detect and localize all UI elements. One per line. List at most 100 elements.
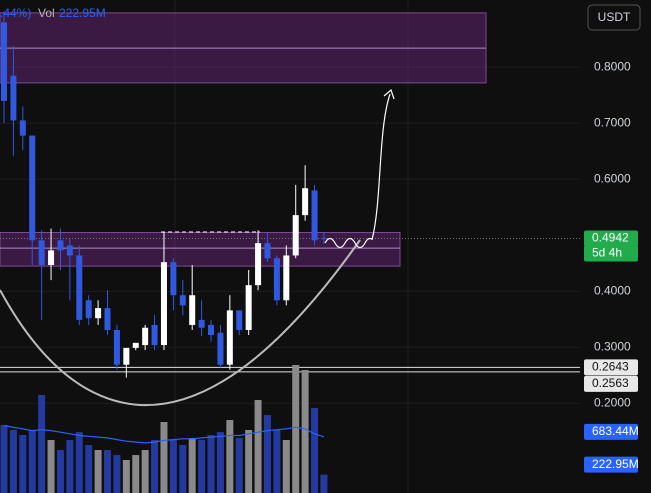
candle-body: [292, 215, 299, 256]
level-label-box: [584, 359, 638, 376]
volume-bar: [301, 369, 309, 493]
level-label-box: [584, 375, 638, 392]
candle-body: [320, 238, 327, 240]
candle-body: [189, 295, 196, 325]
y-tick-label: 0.8000: [594, 59, 631, 73]
volume-bar: [207, 434, 215, 493]
volume-bar: [282, 440, 290, 493]
volume-bar: [151, 440, 159, 493]
candle-body: [85, 300, 92, 319]
volume-bar: [160, 422, 168, 493]
candle-body: [104, 308, 111, 330]
candle-body: [19, 120, 26, 136]
level-label: 0.2643: [592, 360, 629, 374]
y-tick-label: 0.2000: [594, 396, 631, 410]
volume-bar: [94, 450, 102, 493]
candle-body: [76, 255, 83, 320]
volume-ma-label-box: [584, 423, 638, 440]
candle-body: [123, 347, 130, 365]
candle-body: [1, 22, 7, 101]
candle-body: [38, 240, 45, 265]
volume-bar: [19, 434, 27, 493]
candle-body: [217, 332, 224, 365]
y-tick-label: 0.4000: [594, 283, 631, 297]
candle-body: [208, 324, 215, 336]
volume-bar: [132, 455, 140, 493]
wave-path: [324, 237, 373, 249]
header-vol-label: Vol: [38, 6, 55, 20]
candle-body: [95, 308, 102, 319]
candle-body: [10, 75, 17, 121]
volume-ma-label: 683.44M: [592, 424, 639, 438]
countdown-label-box: [584, 245, 638, 262]
candle-body: [48, 250, 55, 265]
volume-bar: [141, 450, 149, 493]
candle-body: [273, 258, 280, 301]
volume-bar: [311, 408, 319, 493]
arrow-head: [383, 88, 395, 100]
volume-bar: [216, 432, 224, 493]
last-price-label: 0.4942: [592, 231, 629, 245]
volume-bar: [188, 438, 196, 493]
currency: USDT: [598, 10, 631, 24]
y-tick-label: 0.6000: [594, 171, 631, 185]
volume-bar: [0, 424, 8, 493]
volume-bar: [9, 429, 17, 493]
volume-label: 222.95M: [592, 457, 639, 471]
projection-arrow: [371, 93, 391, 241]
candle-body: [311, 190, 318, 241]
candle-body: [236, 310, 243, 330]
header-vol-value: 222.95M: [59, 6, 106, 20]
candle-body: [142, 327, 149, 346]
level-label: 0.2563: [592, 376, 629, 390]
volume-bar: [226, 420, 234, 493]
candle-body: [302, 188, 309, 216]
y-tick-label: 0.7000: [594, 115, 631, 129]
y-tick-label: 0.3000: [594, 340, 631, 354]
volume-bar: [56, 450, 64, 493]
candle-body: [57, 240, 64, 251]
volume-bar: [38, 394, 46, 493]
countdown-label: 5d 4h: [592, 246, 622, 260]
cup-curve: [0, 239, 361, 407]
candle-body: [264, 243, 271, 259]
candle-body: [151, 324, 158, 346]
volume-bar: [113, 455, 121, 493]
volume-bar: [292, 364, 300, 493]
candle-body: [198, 319, 205, 328]
candle-body: [113, 329, 120, 365]
header-change: .44%): [0, 6, 31, 20]
candle-body: [179, 295, 186, 306]
volume-bar: [245, 429, 253, 493]
volume-bar: [66, 440, 74, 493]
candle-body: [160, 262, 167, 346]
volume-bar: [198, 440, 206, 493]
volume-label-box: [584, 456, 638, 473]
candle-body: [283, 255, 290, 301]
volume-bar: [263, 415, 271, 493]
candle-body: [245, 285, 252, 330]
volume-bar: [85, 445, 93, 493]
volume-bar: [235, 438, 243, 493]
volume-bar: [320, 474, 328, 493]
volume-bar: [47, 440, 55, 493]
volume-bar: [179, 445, 187, 493]
candle-body: [170, 262, 177, 296]
volume-bar: [122, 459, 130, 493]
volume-bar: [28, 429, 36, 493]
candle-body: [66, 245, 73, 256]
last-price-label-box: [584, 230, 638, 247]
volume-bar: [75, 432, 83, 493]
volume-bar: [254, 399, 262, 493]
candle-body: [29, 135, 36, 241]
candle-body: [132, 342, 139, 348]
volume-bar: [169, 440, 177, 493]
candle-body: [226, 310, 233, 365]
volume-bar: [273, 429, 281, 493]
volume-bar: [104, 450, 112, 493]
volume-ma: [3, 425, 325, 444]
currency-box[interactable]: [587, 4, 641, 31]
